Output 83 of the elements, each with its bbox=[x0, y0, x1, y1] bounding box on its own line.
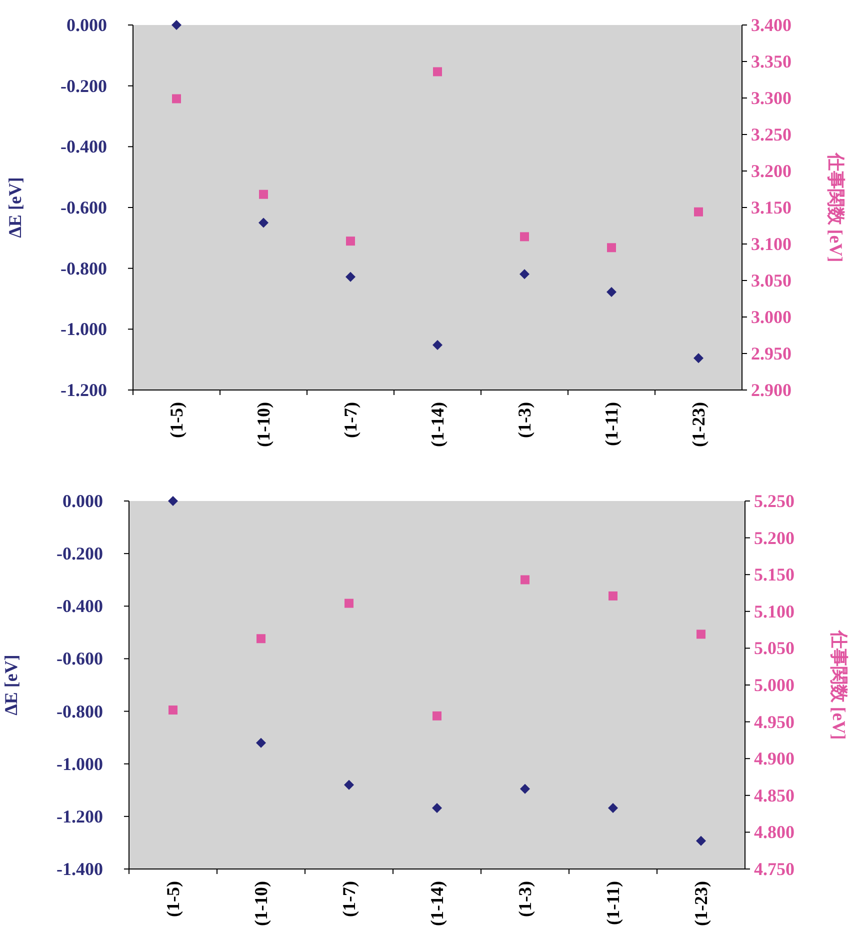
y-axis-title: ΔE [eV] bbox=[1, 654, 21, 716]
y-tick-label: -0.200 bbox=[56, 544, 103, 564]
x-tick-label: (1-14) bbox=[428, 402, 448, 447]
x-tick-label: (1-23) bbox=[691, 880, 711, 926]
y-tick-label: -1.400 bbox=[56, 859, 103, 879]
y2-axis-title: 仕事関数 [eV] bbox=[829, 629, 849, 740]
point bbox=[433, 67, 442, 76]
point bbox=[696, 836, 706, 846]
point bbox=[172, 94, 181, 104]
y2-tick-label: 3.100 bbox=[751, 234, 792, 254]
y-tick-label: -1.200 bbox=[56, 806, 103, 826]
point bbox=[520, 575, 530, 584]
x-tick-label: (1-11) bbox=[602, 402, 622, 446]
y2-tick-label: 5.250 bbox=[754, 491, 794, 511]
x-tick-label: (1-11) bbox=[603, 881, 623, 925]
y2-tick-label: 5.100 bbox=[754, 601, 794, 622]
y-tick-label: -0.200 bbox=[60, 76, 107, 96]
y2-tick-label: 5.000 bbox=[754, 675, 794, 695]
point bbox=[344, 780, 354, 790]
y-tick-label: -0.400 bbox=[56, 596, 103, 616]
point bbox=[256, 738, 266, 748]
y-tick-label: -0.600 bbox=[60, 198, 107, 218]
y2-tick-label: 2.900 bbox=[751, 380, 792, 400]
y-tick-label: -0.600 bbox=[56, 648, 103, 669]
y2-tick-label: 5.150 bbox=[754, 564, 794, 585]
y2-tick-label: 3.150 bbox=[751, 198, 792, 218]
point bbox=[694, 207, 703, 216]
point bbox=[520, 269, 530, 280]
y2-tick-label: 5.050 bbox=[754, 638, 794, 658]
point bbox=[172, 20, 182, 30]
x-tick-label: (1-3) bbox=[515, 880, 535, 917]
point bbox=[259, 190, 268, 199]
point bbox=[432, 340, 442, 350]
point bbox=[520, 232, 529, 242]
y2-tick-label: 4.800 bbox=[754, 822, 794, 842]
point bbox=[606, 287, 616, 298]
point bbox=[168, 706, 178, 715]
x-tick-label: (1-3) bbox=[514, 402, 534, 438]
x-tick-label: (1-7) bbox=[339, 880, 359, 917]
y-tick-label: -1.200 bbox=[60, 380, 107, 400]
x-tick-label: (1-5) bbox=[163, 880, 183, 917]
point bbox=[432, 803, 442, 814]
y-tick-label: -0.800 bbox=[56, 701, 103, 722]
x-tick-label: (1-7) bbox=[340, 402, 360, 438]
x-tick-label: (1-5) bbox=[166, 402, 186, 438]
y2-tick-label: 3.400 bbox=[751, 15, 792, 35]
point bbox=[607, 243, 616, 252]
y2-tick-label: 4.850 bbox=[754, 785, 794, 806]
y2-tick-label: 4.900 bbox=[754, 748, 794, 769]
y2-tick-label: 4.950 bbox=[754, 712, 794, 732]
point bbox=[520, 784, 530, 794]
point bbox=[608, 591, 618, 600]
point bbox=[168, 496, 178, 506]
y-tick-label: -1.000 bbox=[60, 319, 107, 340]
x-tick-label: (1-10) bbox=[251, 880, 271, 926]
y2-tick-label: 2.950 bbox=[751, 344, 792, 364]
y-tick-label: 0.000 bbox=[62, 491, 103, 511]
point bbox=[608, 803, 618, 814]
y2-tick-label: 3.050 bbox=[751, 270, 792, 290]
point bbox=[258, 218, 268, 228]
x-tick-label: (1-14) bbox=[427, 880, 447, 926]
x-tick-label: (1-10) bbox=[254, 402, 274, 447]
y2-tick-label: 4.750 bbox=[754, 859, 794, 879]
y-tick-label: -0.400 bbox=[60, 136, 107, 157]
y2-tick-label: 5.200 bbox=[754, 528, 794, 548]
point bbox=[256, 634, 266, 644]
point bbox=[694, 353, 704, 364]
y-tick-label: -0.800 bbox=[60, 258, 107, 278]
point bbox=[344, 598, 354, 608]
point bbox=[432, 711, 442, 720]
y2-axis-title: 仕事関数 [eV] bbox=[826, 152, 846, 262]
x-tick-label: (1-23) bbox=[688, 402, 708, 447]
y-tick-label: 0.000 bbox=[66, 15, 107, 35]
point bbox=[346, 236, 355, 246]
y2-tick-label: 3.250 bbox=[751, 124, 792, 144]
y-tick-label: -1.000 bbox=[56, 754, 103, 774]
point bbox=[696, 630, 706, 639]
point bbox=[346, 272, 356, 282]
y-axis-title: ΔE [eV] bbox=[5, 177, 25, 238]
y2-tick-label: 3.200 bbox=[751, 161, 792, 181]
y2-tick-label: 3.350 bbox=[751, 52, 792, 72]
y2-tick-label: 3.000 bbox=[751, 307, 792, 327]
y2-tick-label: 3.300 bbox=[751, 88, 792, 108]
